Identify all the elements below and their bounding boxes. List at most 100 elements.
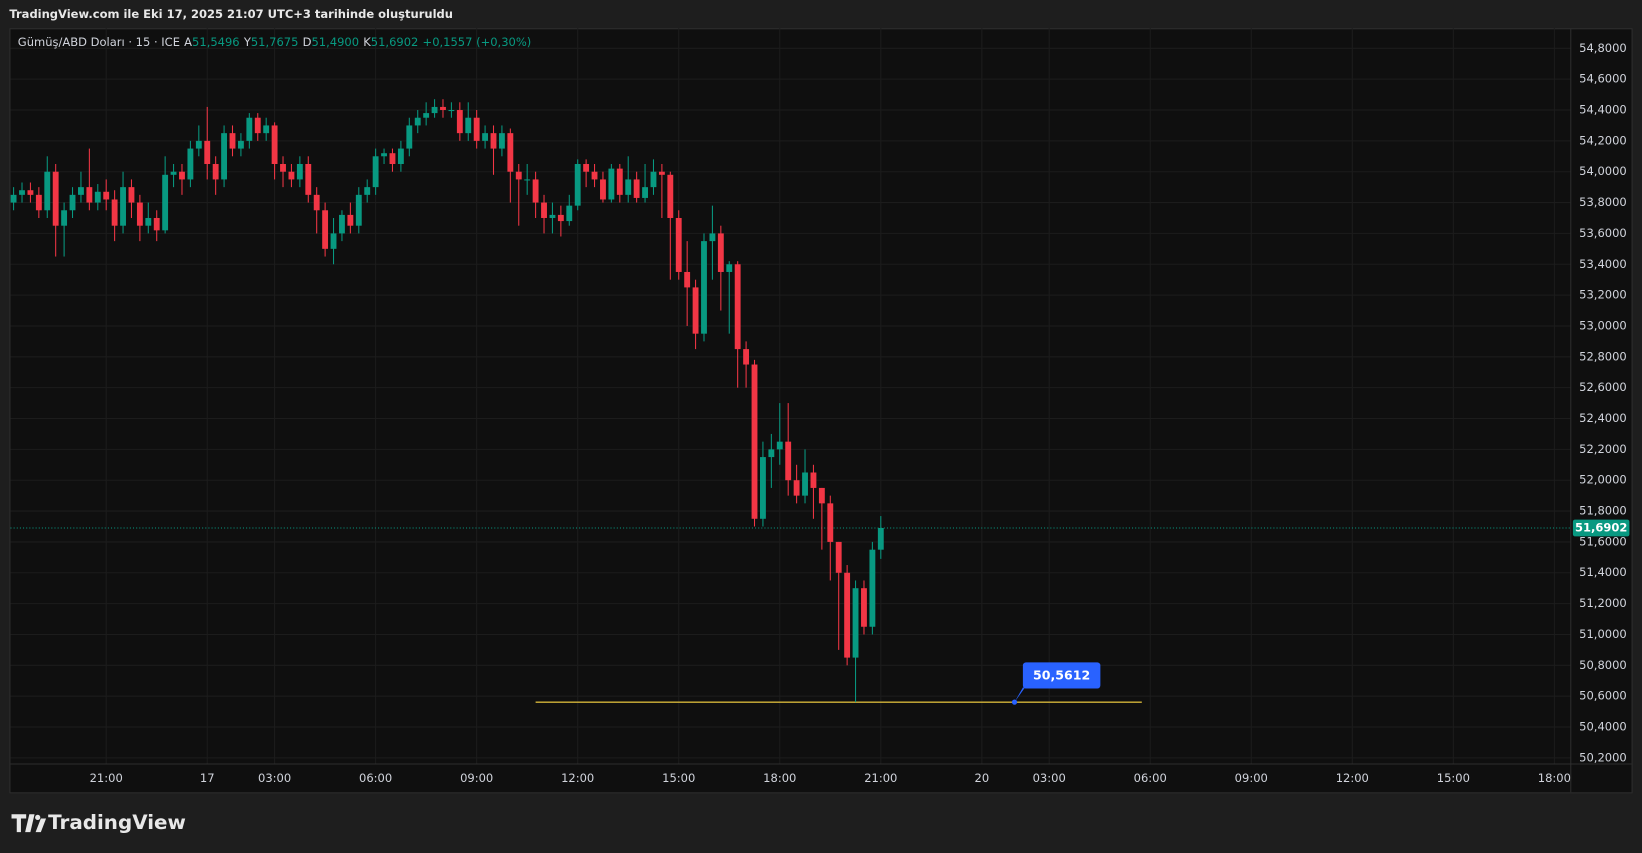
candle-body — [10, 194, 17, 203]
y-tick-label: 50,2000 — [1579, 750, 1627, 764]
candle-body — [810, 472, 817, 488]
x-tick-label: 21:00 — [90, 771, 123, 785]
candle-body — [237, 140, 244, 149]
y-tick-label: 54,6000 — [1579, 72, 1627, 86]
candle-body — [465, 117, 472, 134]
y-tick-label: 52,0000 — [1579, 473, 1627, 487]
x-tick-label: 18:00 — [763, 771, 796, 785]
candle-body — [187, 148, 194, 180]
candle-body — [355, 194, 362, 226]
candle-body — [608, 168, 615, 200]
callout-label: 50,5612 — [1033, 667, 1090, 682]
candle-body — [532, 179, 539, 203]
x-tick-label: 09:00 — [460, 771, 493, 785]
candle-body — [642, 187, 648, 198]
price-badge — [1572, 519, 1630, 537]
legend-key: D — [303, 34, 312, 48]
x-tick-label: 18:00 — [1538, 771, 1571, 785]
candle-body — [423, 113, 430, 118]
y-tick-label: 51,6000 — [1579, 534, 1627, 548]
legend-key: Y — [243, 34, 252, 48]
candle-body — [78, 187, 84, 195]
y-tick-label: 50,4000 — [1579, 720, 1627, 734]
candle-body — [61, 210, 68, 226]
y-tick-label: 52,2000 — [1579, 442, 1627, 456]
candle-body — [162, 174, 169, 231]
candle-body — [802, 472, 808, 496]
candle-body — [726, 264, 733, 272]
y-tick-label: 53,2000 — [1579, 288, 1627, 302]
candle-body — [658, 171, 665, 175]
y-tick-label: 51,2000 — [1579, 596, 1627, 610]
candle-body — [372, 156, 379, 188]
x-tick-label: 06:00 — [359, 771, 392, 785]
candle-body — [456, 110, 463, 134]
y-tick-label: 54,4000 — [1579, 103, 1627, 117]
candle-body — [271, 125, 278, 164]
price-badge-label: 51,6902 — [1575, 521, 1627, 535]
symbol-legend: Gümüş/ABD Doları · 15 · ICE A51,5496 Y51,7… — [18, 34, 531, 48]
candle-body — [507, 133, 514, 172]
candle-body — [743, 349, 750, 365]
legend-value: 51,5496 — [192, 34, 240, 48]
candle-body — [221, 133, 228, 180]
candle-body — [120, 187, 126, 226]
candle-body — [179, 171, 185, 180]
candle-body — [305, 163, 312, 195]
candle-body — [557, 214, 564, 222]
candle-body — [566, 205, 573, 222]
candle-body — [136, 202, 143, 226]
candle-body — [347, 214, 354, 226]
chart-pane — [9, 28, 1633, 794]
x-tick-label: 09:00 — [1235, 771, 1268, 785]
candle-body — [246, 117, 253, 141]
candle-body — [94, 191, 101, 203]
candle-body — [406, 125, 413, 149]
legend-value: 51,7675 — [251, 34, 299, 48]
callout — [1014, 687, 1025, 703]
candle-body — [625, 179, 632, 195]
candle-body — [692, 287, 699, 334]
candle-body — [440, 106, 446, 111]
candle-body — [111, 199, 118, 226]
header: TradingView.com ile Eki 17, 2025 21:07 U… — [9, 7, 453, 21]
y-tick-label: 54,8000 — [1579, 41, 1627, 55]
candle-body — [263, 125, 270, 134]
candle-body — [667, 174, 674, 218]
candle-body — [650, 171, 657, 188]
candle-body — [549, 214, 556, 218]
candle-body — [448, 110, 455, 112]
candle-body — [633, 179, 640, 198]
candle-body — [591, 171, 598, 180]
candle-body — [776, 441, 783, 450]
symbol-name: Gümüş/ABD Doları · 15 · ICE — [18, 34, 180, 48]
candle-body — [785, 441, 792, 481]
candle-body — [27, 190, 34, 195]
candle-body — [313, 194, 320, 211]
candle-body — [397, 148, 404, 164]
candle-body — [322, 210, 329, 249]
y-tick-label: 53,8000 — [1579, 195, 1627, 209]
tv-logo — [11, 814, 47, 833]
candle-body — [69, 194, 76, 211]
candle-body — [751, 364, 758, 519]
candle-body — [288, 171, 295, 180]
candle-body — [212, 163, 219, 180]
legend-change: +0,1557 (+0,30%) — [423, 34, 532, 48]
candle-body — [717, 233, 724, 272]
y-tick-label: 52,8000 — [1579, 349, 1627, 363]
candle-body — [869, 549, 876, 627]
legend-value: 51,4900 — [311, 34, 359, 48]
y-tick-label: 51,8000 — [1579, 504, 1627, 518]
candle-body — [498, 133, 505, 149]
candle-body — [431, 106, 438, 114]
logo-icon — [35, 818, 47, 833]
logo-dot — [35, 814, 41, 821]
y-tick-label: 53,0000 — [1579, 318, 1627, 332]
candle-body — [35, 194, 42, 211]
candle-body — [709, 233, 716, 242]
candle-body — [600, 179, 606, 200]
y-tick-label: 53,6000 — [1579, 226, 1627, 240]
